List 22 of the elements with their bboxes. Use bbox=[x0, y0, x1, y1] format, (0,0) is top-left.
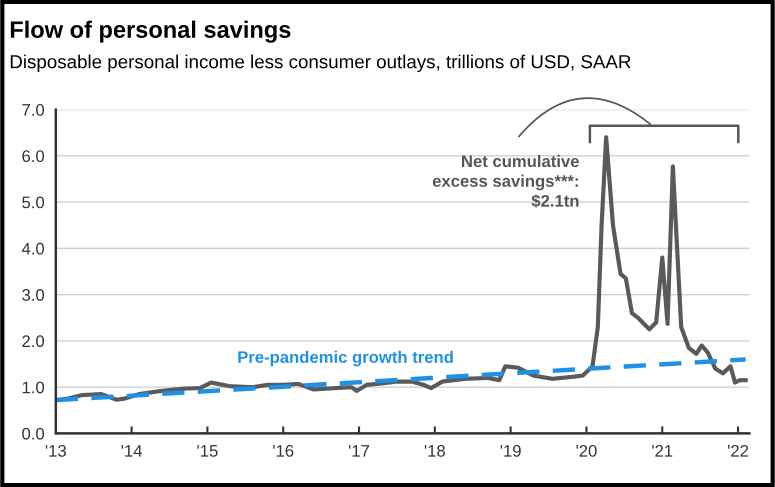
series-label: Pre-pandemic growth trend bbox=[238, 350, 453, 366]
y-tick-label: 4.0 bbox=[22, 242, 44, 255]
y-tick-label: 1.0 bbox=[22, 382, 44, 394]
x-tick-label: '22 bbox=[728, 444, 748, 457]
y-tick-label: 5.0 bbox=[22, 196, 44, 208]
x-tick-label: '15 bbox=[197, 445, 218, 457]
x-tick-label: '18 bbox=[424, 444, 445, 457]
x-tick-label: '17 bbox=[349, 445, 370, 457]
x-tick-label: '16 bbox=[273, 444, 294, 457]
chart-subtitle: Disposable personal income less consumer outlays, trillions of USD, SAAR bbox=[10, 54, 631, 72]
x-tick-label: '13 bbox=[46, 444, 66, 457]
x-tick-label: '20 bbox=[576, 444, 597, 457]
x-tick-label: '19 bbox=[500, 444, 521, 457]
y-tick-label: 7.0 bbox=[22, 104, 44, 116]
x-tick-label: '21 bbox=[652, 444, 672, 457]
y-tick-label: 2.0 bbox=[22, 335, 44, 348]
y-tick-label: 0.0 bbox=[22, 428, 44, 440]
y-tick-label: 6.0 bbox=[22, 150, 44, 162]
y-tick-label: 3.0 bbox=[22, 289, 44, 301]
x-tick-label: '14 bbox=[122, 445, 142, 457]
annotation: Net cumulative excess savings***: $2.1tn bbox=[432, 154, 579, 208]
chart-title: Flow of personal savings bbox=[10, 20, 290, 43]
